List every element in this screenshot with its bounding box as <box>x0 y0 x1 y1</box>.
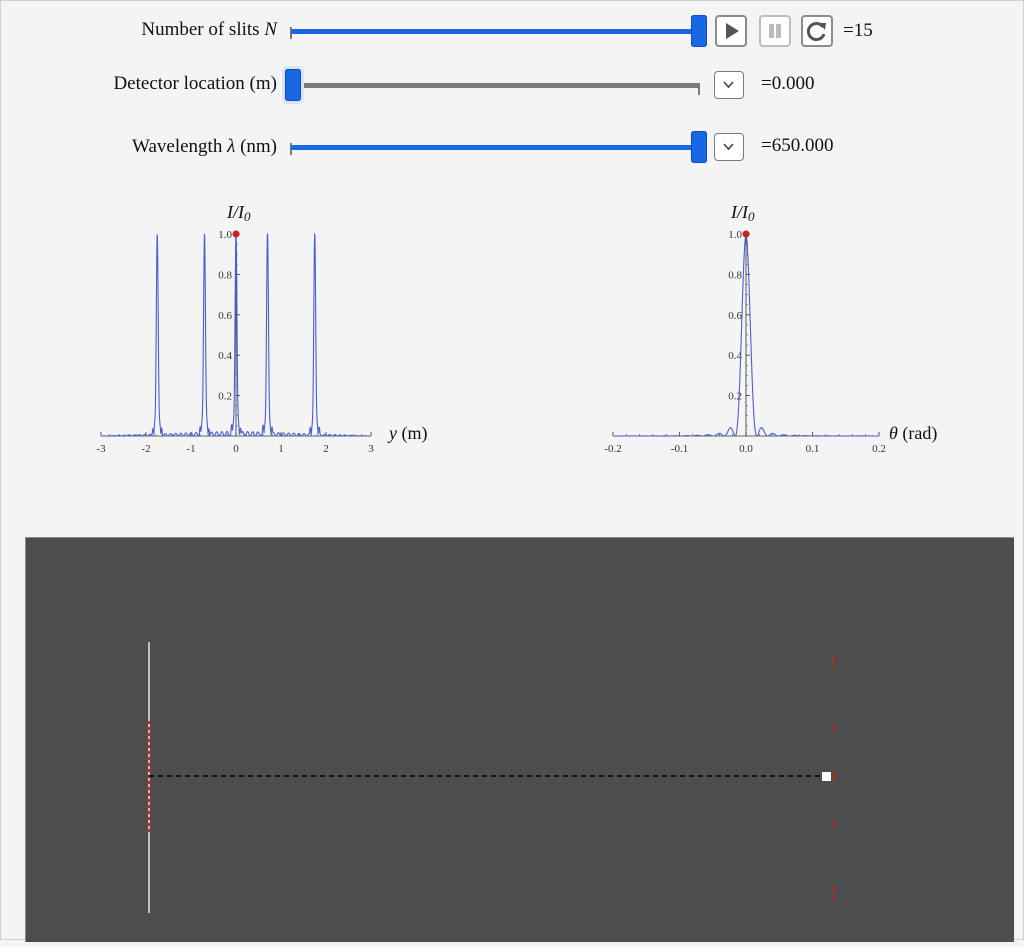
num-slits-slider-thumb[interactable] <box>691 15 707 47</box>
plot2-axes: -0.2 -0.1 0.0 0.1 0.2 0.2 0.4 0.6 0.8 1.0 <box>604 229 886 455</box>
x-tick-label: -0.2 <box>604 443 621 455</box>
reset-icon <box>806 22 826 41</box>
x-tick-label: 0.0 <box>739 443 753 455</box>
x-tick-label: 0.2 <box>872 443 886 455</box>
wavelength-label-var: λ <box>227 136 236 157</box>
num-slits-label-text: Number of slits <box>141 19 265 40</box>
play-icon <box>726 23 739 39</box>
detector-slider-track[interactable] <box>293 83 700 88</box>
y-tick-label: 0.8 <box>728 269 742 281</box>
plot2-xlabel: θ (rad) <box>889 423 937 444</box>
x-tick-label: -2 <box>141 443 150 455</box>
x-tick-label: 1 <box>278 443 284 455</box>
detector-marker[interactable] <box>822 772 831 781</box>
chevron-down-icon <box>723 81 734 89</box>
num-slits-label: Number of slits N <box>77 19 277 41</box>
apparatus-drawing <box>147 642 834 913</box>
y-tick-label: 1.0 <box>728 229 742 241</box>
num-slits-value: =15 <box>843 20 873 41</box>
y-tick-label: 0.6 <box>218 310 232 322</box>
x-tick-label: 0.1 <box>806 443 820 455</box>
plot1-axes: -3 -2 -1 0 1 2 3 0.2 0.4 0.6 0.8 1.0 <box>96 229 374 455</box>
wavelength-label: Wavelength λ (nm) <box>77 136 277 158</box>
apparatus-scene <box>25 537 1014 942</box>
y-tick-label: 0.8 <box>218 269 232 281</box>
pause-icon <box>769 24 781 38</box>
plot2-marker-point <box>742 230 750 238</box>
x-tick-label: -1 <box>186 443 195 455</box>
x-tick-label: 3 <box>368 443 374 455</box>
detector-dropdown-button[interactable] <box>714 71 744 99</box>
pause-button[interactable] <box>759 15 791 47</box>
chevron-down-icon <box>723 143 734 151</box>
x-tick-label: -0.1 <box>671 443 688 455</box>
y-tick-label: 1.0 <box>218 229 232 241</box>
plot1-xlabel: y (m) <box>387 423 428 444</box>
wavelength-slider-thumb[interactable] <box>691 131 707 163</box>
plot1-ylabel: I/I0 <box>226 202 251 224</box>
play-button[interactable] <box>715 15 747 47</box>
wavelength-slider-track[interactable] <box>291 145 701 150</box>
y-tick-label: 0.4 <box>728 350 742 362</box>
x-tick-label: 2 <box>323 443 329 455</box>
detector-track-end <box>698 83 700 95</box>
plot1-marker-point <box>232 230 240 238</box>
intensity-vs-y-plot: I/I0 -3 -2 -1 0 1 2 3 0.2 0.4 0.6 0.8 1.0 y (m) <box>96 202 428 455</box>
plot2-ylabel: I/I0 <box>730 202 755 224</box>
wavelength-label-unit: (nm) <box>235 136 277 157</box>
num-slits-label-var: N <box>264 19 277 40</box>
detector-value: =0.000 <box>761 73 815 94</box>
y-tick-label: 0.6 <box>728 310 742 322</box>
y-tick-label: 0.2 <box>218 391 232 403</box>
y-tick-label: 0.4 <box>218 350 232 362</box>
wavelength-dropdown-button[interactable] <box>714 133 744 161</box>
wavelength-value: =650.000 <box>761 135 834 156</box>
y-tick-label: 0.2 <box>728 391 742 403</box>
num-slits-slider-track[interactable] <box>291 29 701 34</box>
wavelength-label-text: Wavelength <box>132 136 228 157</box>
x-tick-label: 0 <box>233 443 239 455</box>
reset-button[interactable] <box>801 15 833 47</box>
intensity-vs-theta-plot: I/I0 -0.2 -0.1 0.0 0.1 0.2 0.2 0.4 0.6 0.8 1.0 θ … <box>604 202 937 455</box>
x-tick-label: -3 <box>96 443 106 455</box>
detector-label: Detector location (m) <box>113 73 277 94</box>
detector-slider-thumb[interactable] <box>285 69 301 101</box>
